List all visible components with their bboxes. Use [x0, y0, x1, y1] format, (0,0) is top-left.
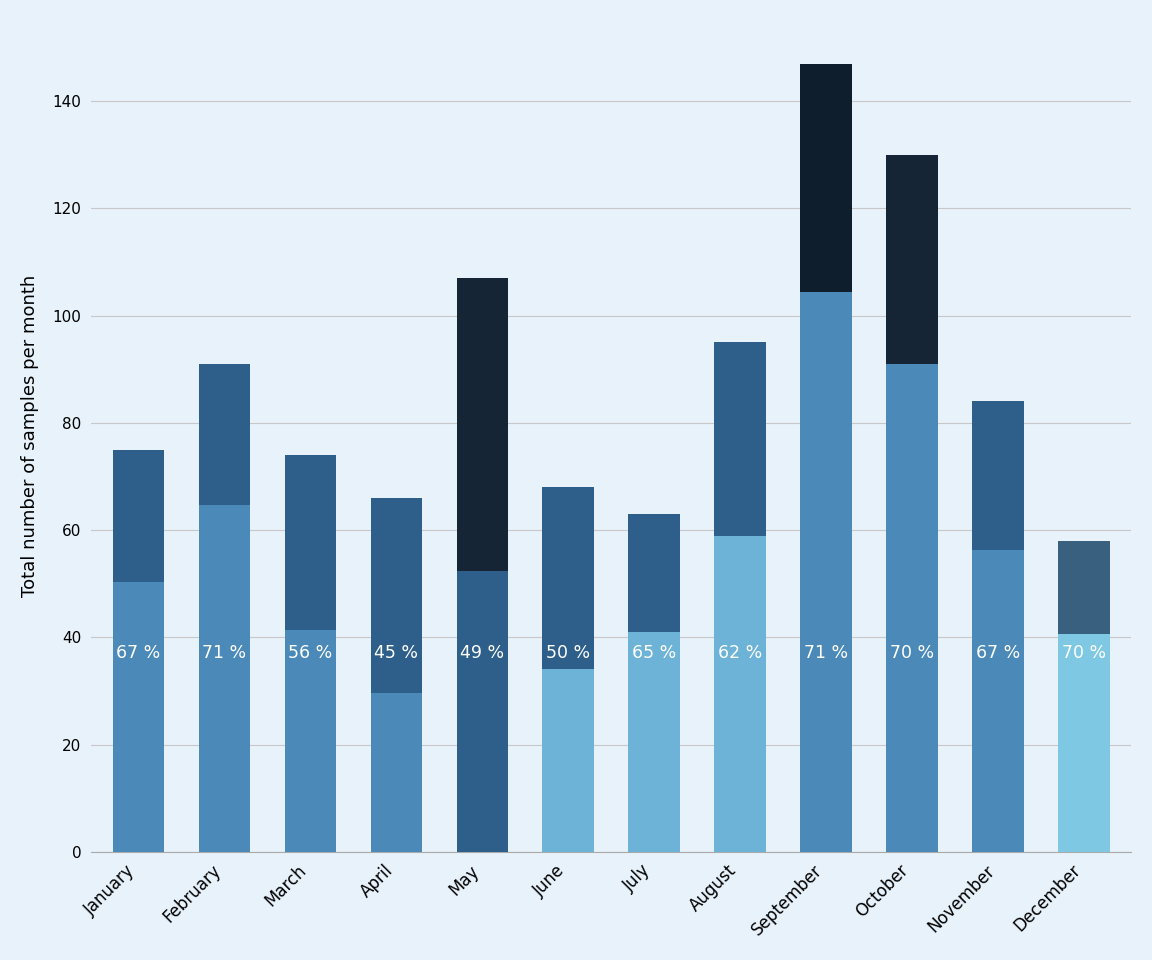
Text: 70 %: 70 %: [890, 644, 934, 662]
Bar: [285, 455, 336, 630]
Text: 45 %: 45 %: [374, 644, 418, 662]
Bar: [714, 343, 766, 536]
Bar: [543, 488, 594, 669]
Bar: [371, 498, 422, 692]
Bar: [629, 633, 680, 852]
Bar: [801, 292, 851, 852]
Text: 70 %: 70 %: [1062, 644, 1106, 662]
Bar: [456, 278, 508, 570]
Bar: [1059, 635, 1109, 852]
Bar: [199, 364, 250, 505]
Y-axis label: Total number of samples per month: Total number of samples per month: [21, 276, 39, 597]
Text: 71 %: 71 %: [203, 644, 247, 662]
Bar: [629, 514, 680, 633]
Bar: [972, 401, 1024, 550]
Text: 65 %: 65 %: [632, 644, 676, 662]
Text: 67 %: 67 %: [116, 644, 161, 662]
Text: 67 %: 67 %: [976, 644, 1020, 662]
Text: 56 %: 56 %: [288, 644, 333, 662]
Text: 49 %: 49 %: [461, 644, 505, 662]
Bar: [113, 449, 165, 583]
Bar: [886, 155, 938, 364]
Bar: [543, 669, 594, 852]
Text: 71 %: 71 %: [804, 644, 848, 662]
Bar: [371, 692, 422, 852]
Bar: [285, 630, 336, 852]
Bar: [1059, 540, 1109, 635]
Bar: [801, 63, 851, 292]
Text: 50 %: 50 %: [546, 644, 590, 662]
Bar: [113, 583, 165, 852]
Text: 62 %: 62 %: [718, 644, 763, 662]
Bar: [456, 570, 508, 852]
Bar: [714, 536, 766, 852]
Bar: [199, 505, 250, 852]
Bar: [886, 364, 938, 852]
Bar: [972, 550, 1024, 852]
